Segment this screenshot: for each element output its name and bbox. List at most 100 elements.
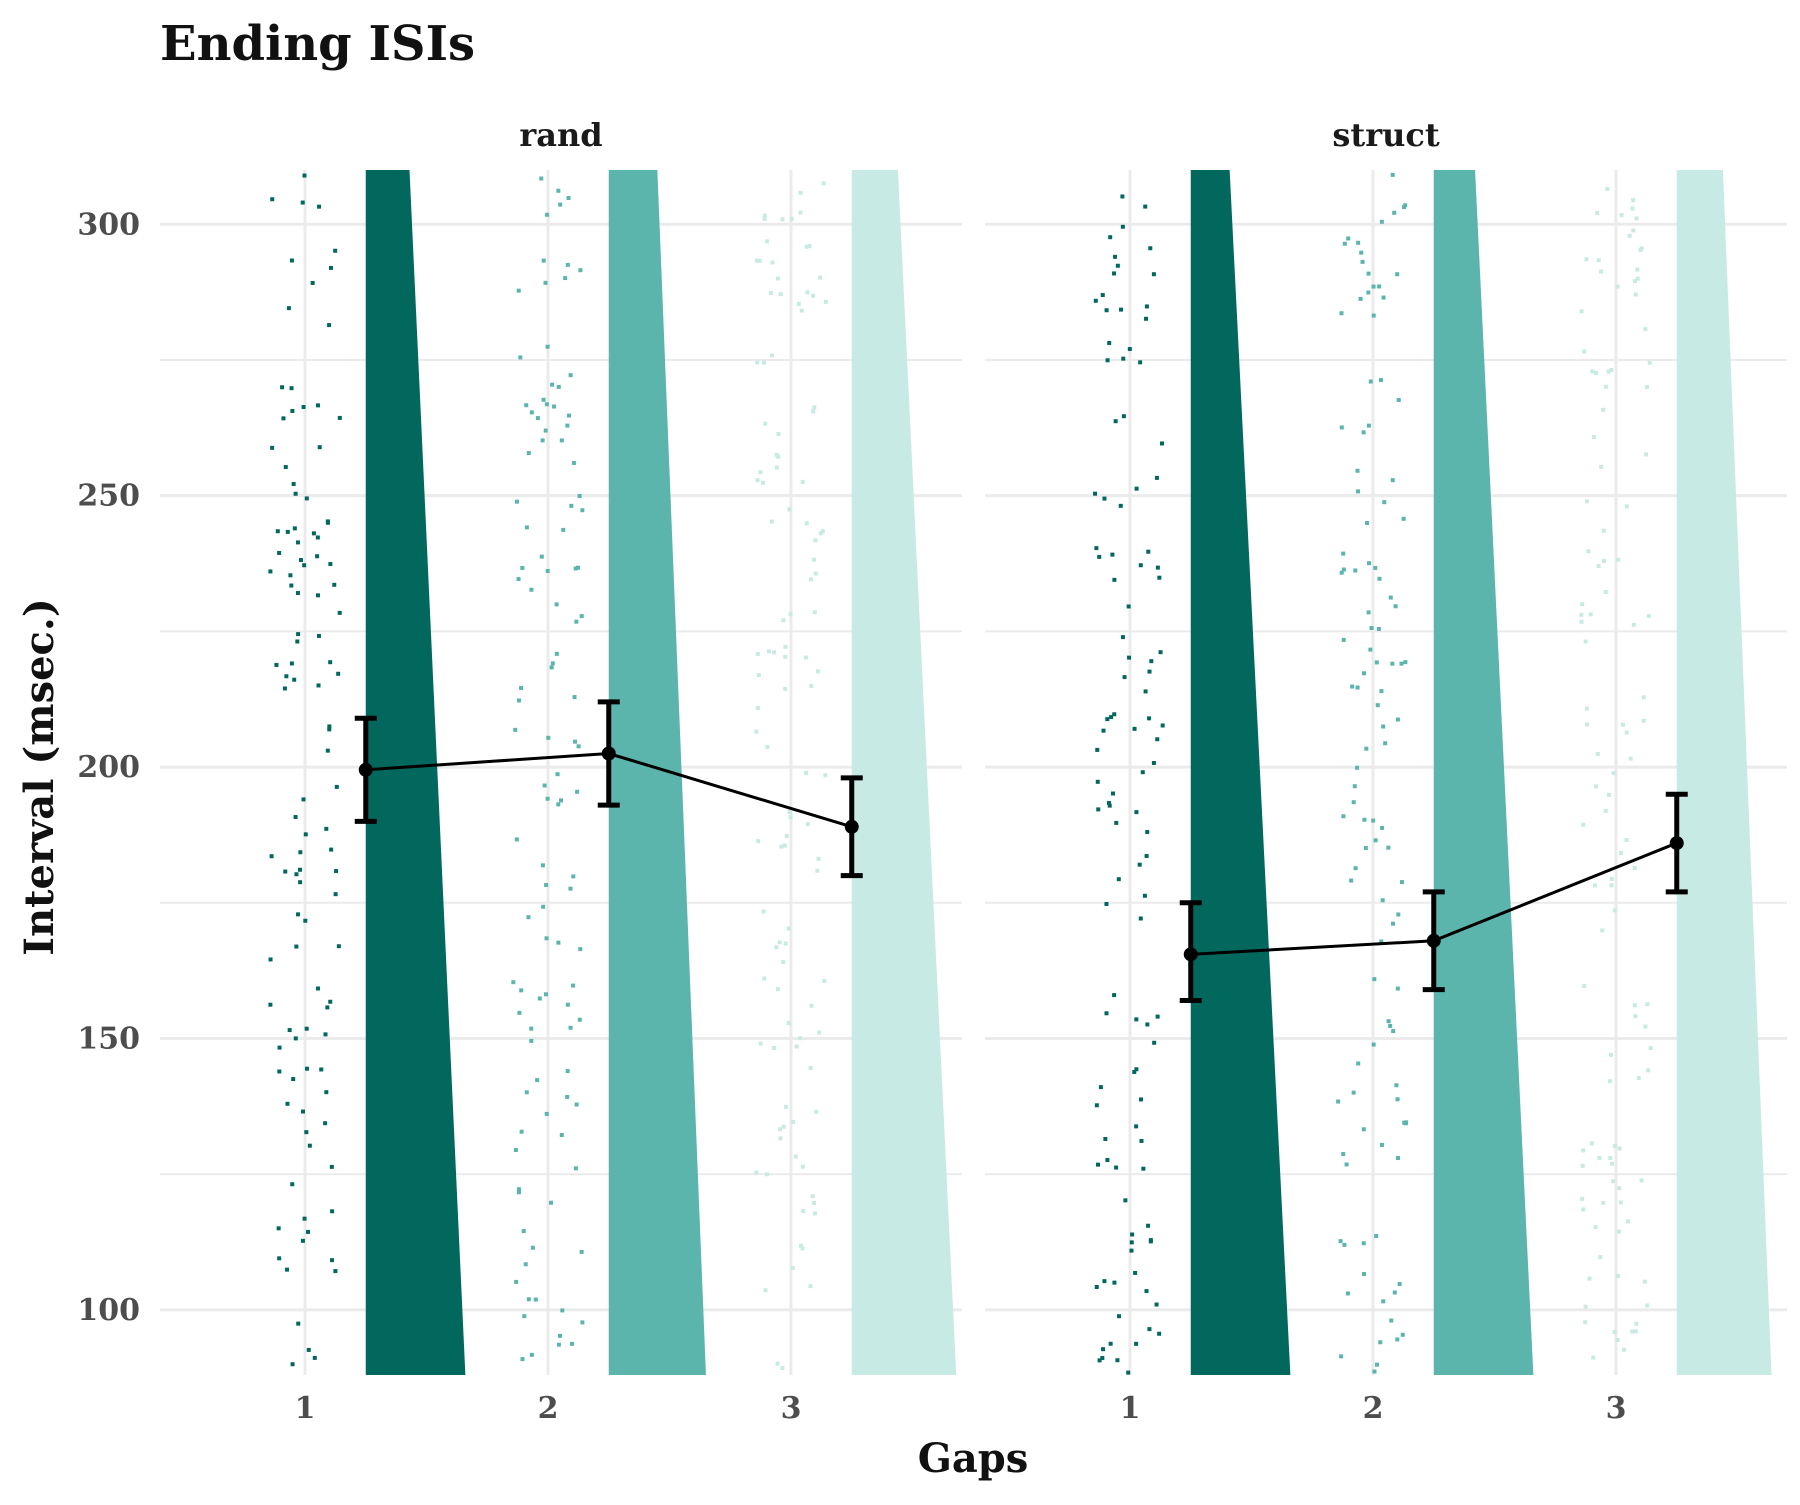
raw-point: [300, 200, 305, 205]
raw-point: [311, 531, 316, 536]
raw-point: [561, 527, 566, 532]
raw-point: [1391, 1029, 1396, 1034]
raw-point: [1145, 1022, 1150, 1027]
raw-point: [1587, 1276, 1592, 1281]
raw-point: [580, 508, 585, 513]
distribution-bar-gap-2: [608, 170, 706, 1375]
raw-point: [325, 519, 330, 524]
raw-point: [1108, 235, 1113, 240]
raw-point: [781, 618, 786, 623]
raw-point: [286, 306, 291, 311]
raw-point: [560, 1308, 565, 1313]
raw-point: [1583, 1304, 1588, 1309]
raw-point: [574, 1102, 579, 1107]
raw-point: [317, 204, 322, 209]
raw-point: [1617, 1229, 1622, 1234]
raw-point: [1112, 271, 1117, 276]
raw-point: [812, 1211, 817, 1216]
raw-point: [554, 602, 559, 607]
mean-point-gap-1: [1183, 947, 1198, 962]
raw-point: [813, 571, 818, 576]
raw-point: [1595, 751, 1600, 756]
raw-point: [787, 507, 792, 512]
raw-point: [1105, 1157, 1110, 1162]
raw-point: [1580, 1196, 1585, 1201]
raw-point: [1147, 716, 1152, 721]
raw-point: [579, 614, 584, 619]
raw-point: [1628, 756, 1633, 761]
raw-point: [327, 323, 332, 328]
raw-point: [301, 405, 306, 410]
raw-point: [1395, 272, 1400, 277]
y-tick-label-250: 250: [77, 479, 140, 514]
mean-point-gap-2: [601, 746, 616, 761]
raw-point: [810, 1194, 815, 1199]
raw-points: [268, 173, 828, 1370]
raw-point: [1346, 236, 1351, 241]
raw-point: [277, 1256, 282, 1261]
raw-point: [815, 669, 820, 674]
raw-point: [1608, 1052, 1613, 1057]
raw-point: [281, 416, 286, 421]
raw-point: [329, 847, 334, 852]
raw-point: [1341, 567, 1346, 572]
distribution-bars: [1190, 170, 1772, 1375]
raw-point: [1144, 304, 1149, 309]
raw-point: [1634, 1321, 1639, 1326]
raw-point: [552, 404, 557, 409]
x-tick-label-3: 3: [1606, 1391, 1627, 1426]
raw-point: [334, 784, 339, 789]
raw-point: [1160, 723, 1165, 728]
raw-point: [1634, 216, 1639, 221]
raw-point: [1351, 1090, 1356, 1095]
raw-point: [1106, 800, 1111, 805]
raw-point: [1105, 358, 1110, 363]
raw-point: [292, 677, 297, 682]
raw-point: [333, 248, 338, 253]
raw-point: [1103, 1136, 1108, 1141]
raw-point: [298, 880, 303, 885]
raw-point: [1374, 660, 1379, 665]
raw-point: [296, 912, 301, 917]
raw-point: [1122, 675, 1127, 680]
raw-point: [1127, 655, 1132, 660]
raw-point: [761, 909, 766, 914]
distribution-bar-gap-1: [365, 170, 466, 1375]
raw-point: [1107, 803, 1112, 808]
raw-point: [329, 1164, 334, 1169]
raw-point: [558, 202, 563, 207]
raw-point: [1631, 622, 1636, 627]
raw-point: [568, 373, 573, 378]
raw-point: [1588, 612, 1593, 617]
raw-point: [573, 1166, 578, 1171]
raw-point: [579, 1249, 584, 1254]
raw-point: [515, 499, 520, 504]
raw-point: [1647, 360, 1652, 365]
raw-point: [775, 276, 780, 281]
raw-point: [754, 1170, 759, 1175]
raw-point: [1356, 240, 1361, 245]
raw-point: [1605, 186, 1610, 191]
raw-point: [779, 844, 784, 849]
raw-point: [1113, 254, 1118, 259]
raw-point: [762, 216, 767, 221]
raw-point: [541, 904, 546, 909]
raw-point: [774, 465, 779, 470]
raw-point: [293, 1036, 298, 1041]
raw-point: [571, 874, 576, 879]
raw-point: [1149, 659, 1154, 664]
raw-point: [1642, 1279, 1647, 1284]
raw-point: [1633, 1014, 1638, 1019]
raw-point: [523, 1262, 528, 1267]
raw-point: [1630, 1329, 1635, 1334]
raw-point: [1589, 1141, 1594, 1146]
raw-point: [1584, 706, 1589, 711]
raw-point: [517, 1010, 522, 1015]
raw-point: [1373, 565, 1378, 570]
raw-point: [292, 526, 297, 531]
raw-point: [1624, 730, 1629, 735]
raw-point: [545, 344, 550, 349]
raw-point: [1361, 1241, 1366, 1246]
raw-point: [516, 698, 521, 703]
raw-point: [302, 1216, 307, 1221]
